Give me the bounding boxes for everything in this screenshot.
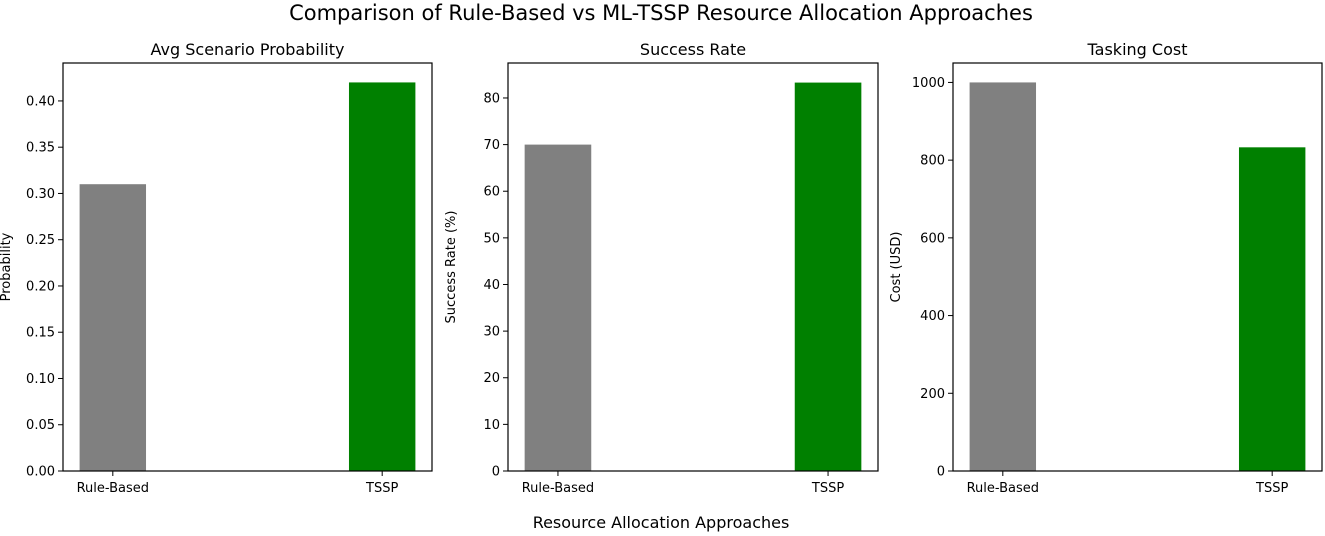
subplot-3: Tasking Cost Rule-Based TSSP 0 200 400 600 800 1…: [889, 40, 1323, 496]
x-tick-label: TSSP: [1255, 481, 1288, 496]
y-tick-label: 0: [492, 465, 500, 480]
y-tick-label: 1000: [912, 76, 945, 91]
y-tick-label: 200: [920, 387, 945, 402]
bar-tssp: [1238, 147, 1306, 471]
y-tick-label: 0.25: [26, 233, 55, 248]
y-tick-label: 40: [483, 278, 500, 293]
bar-rule-based: [969, 82, 1037, 471]
x-tick-label: Rule-Based: [967, 481, 1039, 496]
y-tick-label: 80: [483, 91, 500, 106]
y-tick-label: 0.40: [26, 94, 55, 109]
subplot-1: Avg Scenario Probability Rule-Based TSSP 0.…: [0, 40, 433, 496]
y-tick-label: 70: [483, 138, 500, 153]
y-tick-label: 30: [483, 325, 500, 340]
y-tick-label: 0.05: [26, 418, 55, 433]
x-tick-label: TSSP: [365, 481, 398, 496]
y-tick-label: 0.00: [26, 465, 55, 480]
y-tick-label: 0.20: [26, 279, 55, 294]
y-tick-label: 0.15: [26, 326, 55, 341]
x-tick-label: TSSP: [811, 481, 844, 496]
y-tick-label: 60: [483, 185, 500, 200]
bar-rule-based: [79, 184, 147, 472]
y-tick-label: 0: [937, 465, 945, 480]
bar-rule-based: [524, 144, 592, 471]
y-tick-label: 0.10: [26, 372, 55, 387]
y-tick-label: 400: [920, 309, 945, 324]
bar-tssp: [348, 82, 416, 471]
figure-title: Comparison of Rule-Based vs ML-TSSP Reso…: [289, 1, 1033, 25]
subplot-title: Success Rate: [640, 40, 746, 59]
y-tick-label: 600: [920, 231, 945, 246]
shared-x-axis-label: Resource Allocation Approaches: [533, 513, 790, 532]
y-tick-label: 0.35: [26, 141, 55, 156]
subplot-title: Tasking Cost: [1087, 40, 1188, 59]
y-tick-label: 800: [920, 154, 945, 169]
y-axis-label: Cost (USD): [889, 232, 904, 303]
subplot-2: Success Rate Rule-Based TSSP 0 10 20 30 40 50 60 7…: [444, 40, 879, 496]
subplots: Avg Scenario Probability Rule-Based TSSP 0.…: [0, 40, 1323, 496]
axes-frame: [507, 62, 879, 472]
y-tick-label: 0.30: [26, 187, 55, 202]
y-axis-label: Success Rate (%): [444, 211, 459, 324]
y-tick-label: 50: [483, 231, 500, 246]
y-tick-label: 10: [483, 418, 500, 433]
subplot-title: Avg Scenario Probability: [151, 40, 345, 59]
axes-frame: [952, 62, 1323, 472]
y-tick-label: 20: [483, 371, 500, 386]
axes-frame: [62, 62, 433, 472]
bar-tssp: [794, 82, 862, 472]
y-axis-label: Probability: [0, 232, 14, 301]
x-tick-label: Rule-Based: [77, 481, 149, 496]
x-tick-label: Rule-Based: [522, 481, 594, 496]
